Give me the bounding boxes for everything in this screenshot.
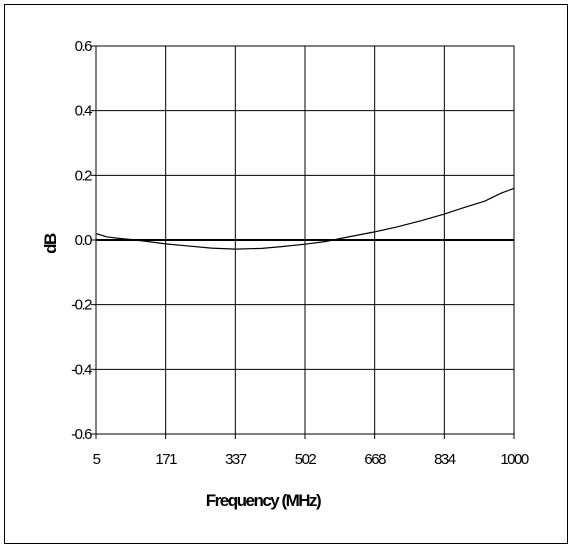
x-axis-title: Frequency (MHz) [206, 491, 321, 510]
dB-vs-frequency-chart: 5 171 337 502 668 834 1000 0.6 0.4 0.2 0.0 -0.2 -0.… [41, 38, 531, 510]
y-axis-title: dB [41, 233, 60, 254]
x-tick-label: 1000 [500, 451, 529, 468]
y-tick-label: 0.2 [75, 167, 93, 184]
y-tick-label: -0.4 [71, 361, 92, 378]
x-tick-label: 502 [295, 451, 317, 468]
chart-frame: 5 171 337 502 668 834 1000 0.6 0.4 0.2 0.0 -0.2 -0.… [4, 4, 568, 544]
y-tick-label: 0.6 [75, 38, 93, 55]
x-tick-label: 171 [155, 451, 177, 468]
y-tick-labels: 0.6 0.4 0.2 0.0 -0.2 -0.4 -0.6 [71, 38, 94, 443]
x-tick-label: 668 [364, 451, 386, 468]
y-tick-label: -0.2 [71, 297, 92, 314]
y-tick-label: -0.6 [71, 426, 92, 443]
y-tick-label: 0.0 [75, 232, 93, 249]
x-tick-label: 5 [93, 451, 101, 468]
y-tick-label: 0.4 [75, 103, 93, 120]
x-tick-label: 834 [434, 451, 456, 468]
x-tick-labels: 5 171 337 502 668 834 1000 [93, 451, 531, 468]
x-tick-label: 337 [225, 451, 247, 468]
series-line [95, 187, 515, 250]
series-layer [95, 187, 515, 250]
